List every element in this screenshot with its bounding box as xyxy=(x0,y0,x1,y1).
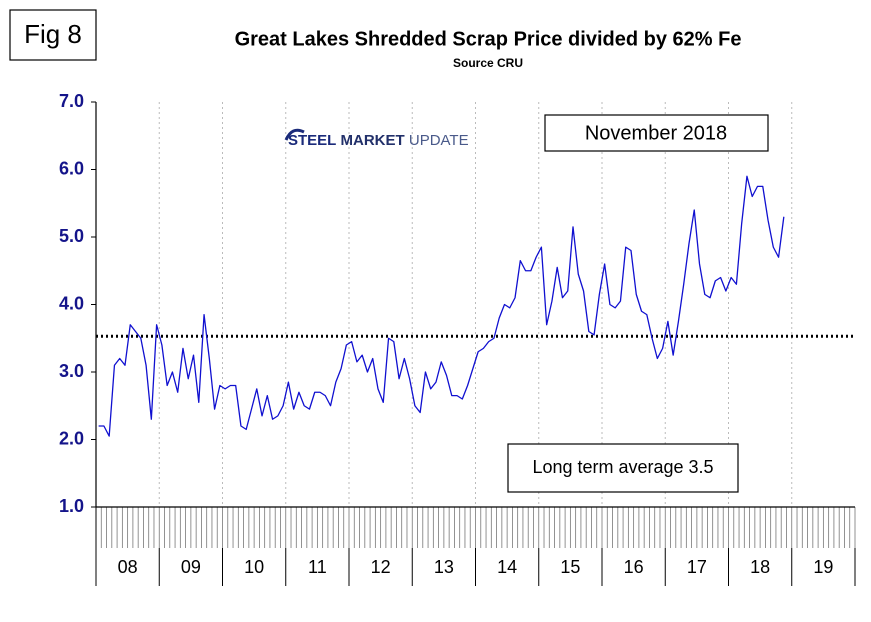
y-tick-label: 5.0 xyxy=(59,226,84,246)
logo-part: MARKET xyxy=(341,132,405,149)
chart-subtitle: Source CRU xyxy=(453,56,523,70)
y-tick-label: 7.0 xyxy=(59,91,84,111)
y-tick-label: 6.0 xyxy=(59,158,84,178)
average-note-box xyxy=(507,443,739,493)
x-tick-label: 09 xyxy=(181,557,201,577)
y-tick-label: 2.0 xyxy=(59,428,84,448)
x-tick-label: 12 xyxy=(371,557,391,577)
average-note: Long term average 3.5 xyxy=(532,457,713,477)
x-tick-label: 19 xyxy=(813,557,833,577)
logo-part: STEEL xyxy=(288,132,336,149)
price-line xyxy=(98,175,785,437)
x-tick-label: 11 xyxy=(308,557,327,577)
figure-label: Fig 8 xyxy=(24,19,82,49)
y-tick-label: 3.0 xyxy=(59,361,84,381)
x-tick-label: 13 xyxy=(434,557,454,577)
x-tick-label: 14 xyxy=(497,557,517,577)
date-note: November 2018 xyxy=(585,122,727,144)
logo-part: UPDATE xyxy=(409,132,469,149)
date-note-box xyxy=(544,114,769,152)
x-tick-label: 15 xyxy=(560,557,580,577)
x-tick-label: 18 xyxy=(750,557,770,577)
y-tick-label: 4.0 xyxy=(59,293,84,313)
x-tick-label: 08 xyxy=(118,557,138,577)
figure-label-box xyxy=(9,9,97,61)
y-tick-label: 1.0 xyxy=(59,496,84,516)
x-tick-label: 17 xyxy=(687,557,707,577)
x-tick-label: 10 xyxy=(244,557,264,577)
logo: STEEL MARKET UPDATE xyxy=(288,132,469,149)
logo-swoosh xyxy=(284,128,305,141)
x-tick-label: 16 xyxy=(624,557,644,577)
chart-title: Great Lakes Shredded Scrap Price divided… xyxy=(235,28,742,50)
